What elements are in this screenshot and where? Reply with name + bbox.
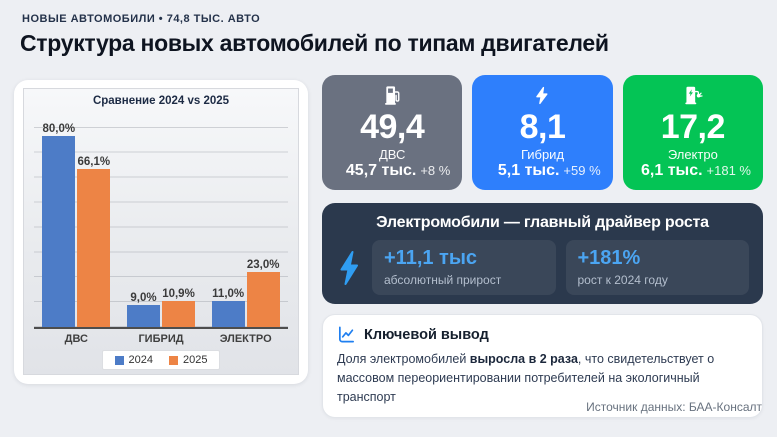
key-insight-card: Ключевой вывод Доля электромобилей вырос…	[322, 314, 763, 419]
stat-label: Гибрид	[520, 147, 565, 162]
stat-card-electric: 17,2 Электро 6,1 тыс. +181 %	[622, 75, 763, 190]
bar-group-2: 9,0% 10,9%	[119, 112, 204, 327]
category-label: ДВС	[64, 333, 88, 346]
legend-label: 2025	[183, 354, 208, 366]
stat-value: 49,4	[360, 108, 425, 146]
legend-label: 2024	[128, 354, 153, 366]
stat-label: ДВС	[378, 147, 406, 162]
bar-2024: 80,0%	[42, 112, 76, 327]
stat-card-ice: 49,4 ДВС 45,7 тыс. +8 %	[322, 75, 463, 190]
bar-2025: 10,9%	[162, 112, 195, 327]
bar-rect	[127, 305, 160, 327]
insight-text: Доля электромобилей выросла в 2 раза, чт…	[337, 350, 748, 406]
insight-title: Ключевой вывод	[364, 326, 489, 343]
bar-value-label: 11,0%	[212, 287, 245, 300]
stat-card-hybrid: 8,1 Гибрид 5,1 тыс. +59 %	[472, 75, 613, 190]
bar-2024: 9,0%	[127, 112, 160, 327]
bar-rect	[246, 272, 280, 327]
stats-row: 49,4 ДВС 45,7 тыс. +8 % 8,1 Гибрид 5,1 т…	[322, 75, 763, 190]
page-title: Структура новых автомобилей по типам дви…	[20, 30, 609, 56]
driver-metric-absolute: +11,1 тыс абсолютный прирост	[372, 240, 556, 295]
stat-absolute: 5,1 тыс.	[497, 162, 560, 179]
stat-delta: +8 %	[420, 163, 451, 178]
legend-item-2024: 2024	[114, 354, 153, 366]
driver-card-body: +11,1 тыс абсолютный прирост +181% рост …	[336, 240, 749, 295]
category-label: ЭЛЕКТРО	[219, 333, 272, 346]
stat-value: 8,1	[519, 108, 566, 146]
ev-charger-icon	[685, 86, 703, 105]
chart-area: Сравнение 2024 vs 2025 80,0% 66,1% 9,0% 10,…	[23, 88, 299, 375]
bar-value-label: 10,9%	[162, 287, 195, 300]
line-chart-icon	[338, 326, 355, 343]
stat-bottom: 6,1 тыс. +181 %	[641, 162, 753, 180]
metric-label: абсолютный прирост	[384, 273, 502, 287]
chart-legend-row: 2024 2025	[34, 350, 288, 370]
lightning-icon	[536, 86, 548, 105]
metric-value: +181%	[577, 247, 641, 269]
insight-text-bold: выросла в 2 раза	[469, 352, 578, 366]
stat-absolute: 6,1 тыс.	[641, 162, 703, 179]
bar-group-1: 80,0% 66,1%	[34, 112, 119, 327]
legend-swatch	[114, 355, 124, 365]
insight-text-post: , что свидетельствует о массовом переори…	[337, 352, 715, 404]
bar-2025: 23,0%	[246, 112, 280, 327]
legend-swatch	[169, 355, 178, 365]
stat-bottom: 5,1 тыс. +59 %	[498, 162, 603, 180]
stat-delta: +181 %	[706, 163, 751, 178]
bar-value-label: 23,0%	[246, 259, 280, 271]
bar-2024: 11,0%	[211, 112, 245, 327]
category-label: ГИБРИД	[138, 333, 184, 346]
bar-value-label: 80,0%	[42, 123, 76, 136]
bar-2025: 66,1%	[77, 112, 111, 327]
eyebrow-label: НОВЫЕ АВТОМОБИЛИ • 74,8 ТЫС. АВТО	[22, 13, 261, 25]
stat-label: Электро	[667, 147, 718, 162]
driver-card-title: Электромобили — главный драйвер роста	[376, 214, 709, 231]
data-source-note: Источник данных: БАА-Консалт	[586, 400, 762, 414]
chart-plot: 80,0% 66,1% 9,0% 10,9% 11,0% 23,0%	[34, 112, 288, 329]
driver-metric-growth: +181% рост к 2024 году	[565, 240, 749, 295]
bar-rect	[211, 300, 245, 327]
chart-title: Сравнение 2024 vs 2025	[92, 95, 230, 107]
legend-item-2025: 2025	[169, 354, 207, 366]
fuel-pump-icon	[385, 86, 400, 105]
metric-value: +11,1 тыс	[384, 247, 478, 269]
chart-legend: 2024 2025	[101, 350, 221, 370]
stat-bottom: 45,7 тыс. +8 %	[346, 162, 452, 180]
lightning-icon	[336, 240, 362, 295]
insight-header: Ключевой вывод	[337, 325, 748, 344]
bar-value-label: 9,0%	[130, 292, 157, 305]
ev-driver-card: Электромобили — главный драйвер роста +1…	[322, 203, 763, 304]
bar-rect	[77, 169, 111, 327]
metric-label: рост к 2024 году	[577, 273, 668, 287]
chart-categories: ДВС ГИБРИД ЭЛЕКТРО	[34, 329, 288, 350]
stat-delta: +59 %	[563, 163, 601, 178]
bar-rect	[42, 136, 76, 327]
bar-value-label: 66,1%	[77, 156, 111, 169]
stat-absolute: 45,7 тыс.	[345, 162, 417, 179]
bar-group-3: 11,0% 23,0%	[203, 112, 288, 327]
comparison-chart-panel: Сравнение 2024 vs 2025 80,0% 66,1% 9,0% 10,…	[14, 80, 308, 384]
stat-value: 17,2	[660, 108, 726, 146]
bar-rect	[162, 300, 195, 327]
insight-text-pre: Доля электромобилей	[337, 352, 470, 366]
